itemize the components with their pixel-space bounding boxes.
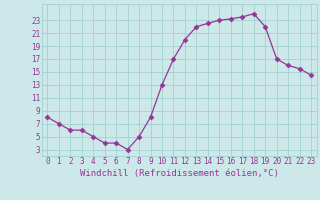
X-axis label: Windchill (Refroidissement éolien,°C): Windchill (Refroidissement éolien,°C) [80,169,279,178]
